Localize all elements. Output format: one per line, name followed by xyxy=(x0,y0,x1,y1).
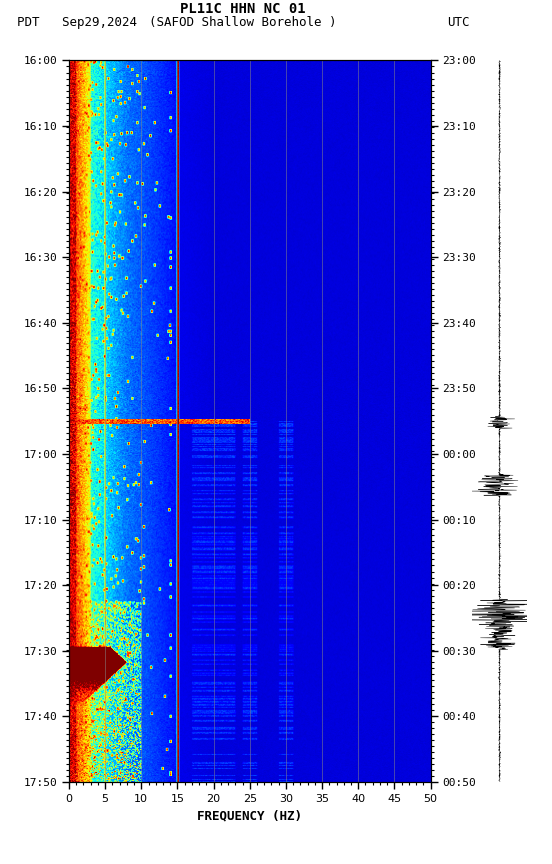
Text: PL11C HHN NC 01: PL11C HHN NC 01 xyxy=(180,3,306,16)
Text: (SAFOD Shallow Borehole ): (SAFOD Shallow Borehole ) xyxy=(149,16,337,29)
X-axis label: FREQUENCY (HZ): FREQUENCY (HZ) xyxy=(197,810,302,823)
Text: UTC: UTC xyxy=(447,16,469,29)
Text: PDT   Sep29,2024: PDT Sep29,2024 xyxy=(17,16,136,29)
